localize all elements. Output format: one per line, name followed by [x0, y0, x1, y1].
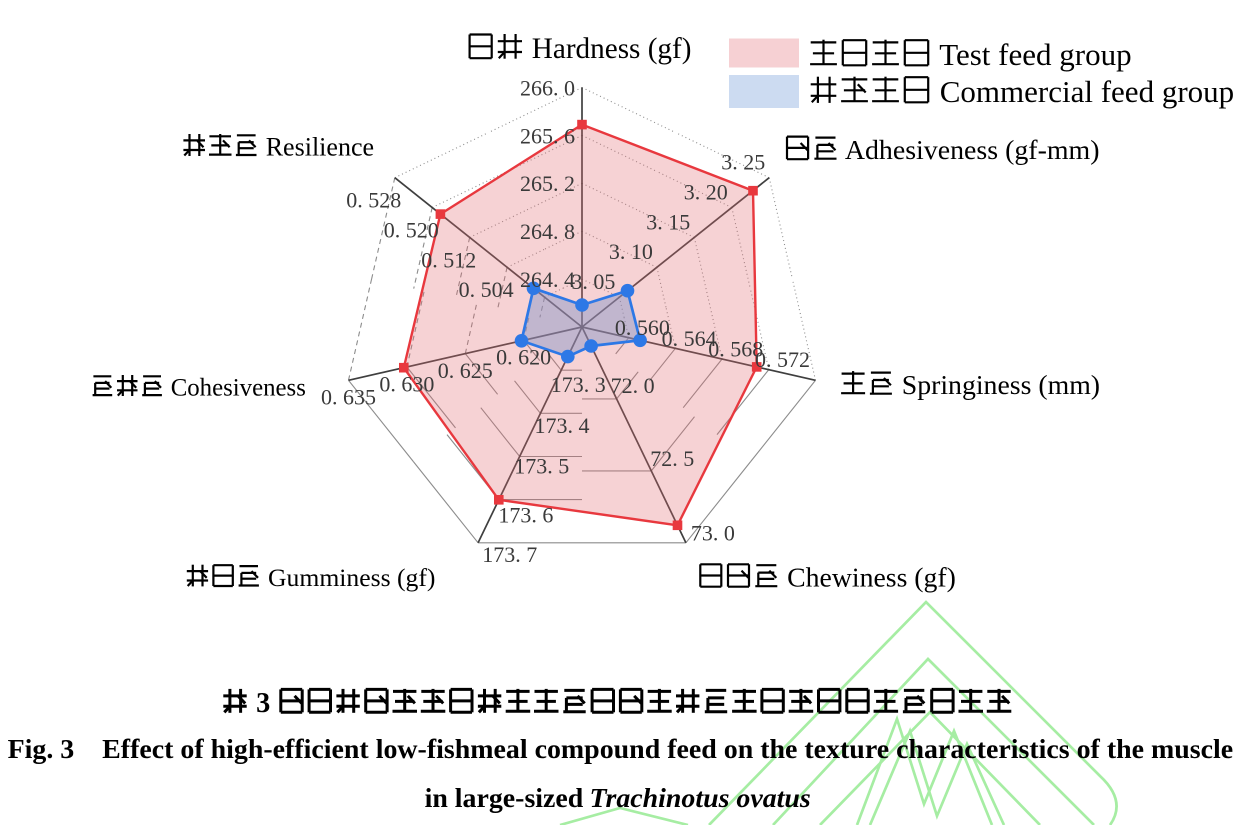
- svg-text:Fig. 3 Effect of high-effic: Fig. 3 Effect of high-efficient low-fish…: [8, 734, 1234, 765]
- svg-text:266. 0: 266. 0: [520, 76, 575, 101]
- svg-text:Test feed group: Test feed group: [932, 37, 1132, 72]
- svg-text:0. 520: 0. 520: [384, 218, 439, 243]
- svg-text:3: 3: [249, 688, 277, 719]
- svg-text:Commercial feed group: Commercial feed group: [932, 74, 1234, 109]
- svg-text:264. 8: 264. 8: [520, 219, 575, 244]
- svg-text:265. 2: 265. 2: [520, 171, 575, 196]
- svg-text:Cohesiveness: Cohesiveness: [165, 374, 306, 401]
- svg-text:72. 5: 72. 5: [650, 446, 694, 471]
- svg-text:Gumminess (gf): Gumminess (gf): [262, 563, 436, 592]
- svg-text:0. 630: 0. 630: [379, 371, 434, 396]
- svg-text:in large-sized: in large-sized: [425, 783, 584, 814]
- svg-text:3. 20: 3. 20: [684, 180, 728, 205]
- svg-text:173. 6: 173. 6: [498, 503, 553, 528]
- svg-text:0. 564: 0. 564: [662, 326, 717, 351]
- svg-text:Resilience: Resilience: [259, 132, 374, 161]
- svg-text:0. 568: 0. 568: [708, 337, 763, 362]
- svg-text:3. 10: 3. 10: [609, 239, 653, 264]
- svg-text:3. 15: 3. 15: [646, 209, 690, 234]
- svg-text:3. 05: 3. 05: [571, 269, 615, 294]
- svg-text:0. 504: 0. 504: [459, 277, 514, 302]
- svg-text:72. 0: 72. 0: [611, 373, 655, 398]
- svg-text:Springiness (mm): Springiness (mm): [895, 370, 1100, 401]
- svg-text:0. 625: 0. 625: [438, 358, 493, 383]
- svg-text:3. 25: 3. 25: [721, 150, 765, 175]
- svg-text:Adhesiveness (gf-mm): Adhesiveness (gf-mm): [839, 135, 1099, 166]
- svg-text:0. 560: 0. 560: [615, 315, 670, 340]
- svg-text:0. 635: 0. 635: [321, 385, 376, 410]
- svg-text:0. 528: 0. 528: [346, 188, 401, 213]
- svg-text:Hardness (gf): Hardness (gf): [525, 33, 692, 65]
- svg-text:265. 6: 265. 6: [520, 123, 575, 148]
- svg-text:0. 572: 0. 572: [755, 347, 810, 372]
- svg-text:173. 3: 173. 3: [551, 372, 606, 397]
- svg-text:73. 0: 73. 0: [691, 521, 735, 546]
- svg-text:0. 620: 0. 620: [496, 345, 551, 370]
- svg-text:173. 7: 173. 7: [482, 542, 537, 567]
- svg-text:Trachinotus ovatus: Trachinotus ovatus: [590, 783, 811, 814]
- svg-text:0. 512: 0. 512: [421, 247, 476, 272]
- svg-text:173. 5: 173. 5: [514, 453, 569, 478]
- svg-text:173. 4: 173. 4: [535, 413, 590, 438]
- svg-text:Chewiness (gf): Chewiness (gf): [780, 563, 956, 594]
- svg-text:264. 4: 264. 4: [520, 267, 575, 292]
